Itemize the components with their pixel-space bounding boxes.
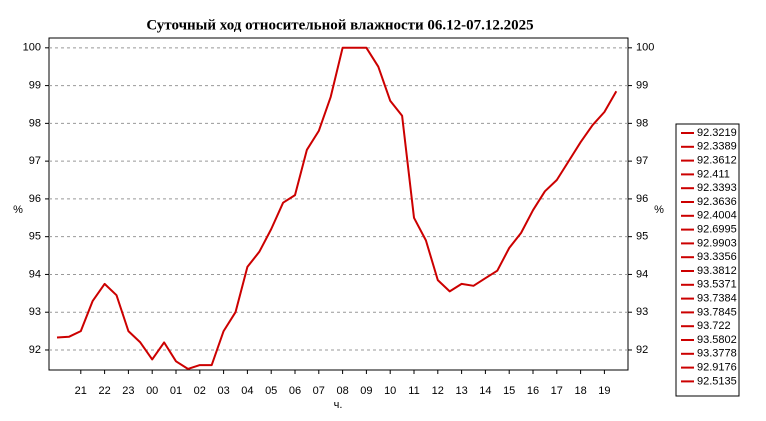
- data-line: [56, 46, 618, 370]
- legend-entry: 92.3612: [697, 155, 737, 167]
- y-tick-label: 99: [29, 79, 41, 91]
- x-tick-label: 08: [336, 385, 348, 397]
- legend-entry: 92.3393: [697, 182, 737, 194]
- x-tick-label: 06: [289, 385, 301, 397]
- legend-entry: 93.7384: [697, 293, 737, 305]
- y-tick-label: 95: [29, 231, 41, 243]
- y2-tick-label: 96: [636, 193, 648, 205]
- legend-entry: 93.5371: [697, 279, 737, 291]
- x-tick-label: 00: [146, 385, 158, 397]
- y2-tick-label: 100: [636, 42, 654, 54]
- x-tick-label: 14: [479, 385, 491, 397]
- legend-entry: 93.722: [697, 320, 731, 332]
- x-axis-label: ч.: [334, 399, 343, 411]
- x-tick-label: 04: [241, 385, 253, 397]
- x-tick-label: 13: [455, 385, 467, 397]
- legend-entry: 92.9176: [697, 362, 737, 374]
- legend-entry: 92.3219: [697, 127, 737, 139]
- legend-box: [675, 123, 740, 397]
- y2-tick-label: 95: [636, 231, 648, 243]
- legend-entry: 93.7845: [697, 306, 737, 318]
- chart-title: Суточный ход относительной влажности 06.…: [146, 17, 533, 33]
- legend-entry: 93.3356: [697, 251, 737, 263]
- y-axis-label: %: [13, 204, 23, 216]
- legend-entry: 92.411: [697, 168, 730, 180]
- x-tick-label: 12: [432, 385, 444, 397]
- y2-tick-label: 98: [636, 117, 648, 129]
- x-tick-label: 21: [75, 385, 87, 397]
- x-tick-label: 01: [170, 385, 182, 397]
- legend-entry: 93.3778: [697, 348, 737, 360]
- x-tick-label: 05: [265, 385, 277, 397]
- legend-entry: 93.3812: [697, 265, 737, 277]
- x-tick-label: 22: [98, 385, 110, 397]
- x-tick-label: 02: [194, 385, 206, 397]
- x-tick-label: 23: [122, 385, 134, 397]
- y-tick-label: 96: [29, 193, 41, 205]
- x-tick-label: 09: [360, 385, 372, 397]
- y2-tick-label: 94: [636, 268, 648, 280]
- legend-entry: 92.5135: [697, 375, 737, 387]
- x-tick-label: 10: [384, 385, 396, 397]
- x-tick-label: 11: [408, 385, 419, 397]
- y2-tick-label: 99: [636, 79, 648, 91]
- legend-entry: 92.3389: [697, 141, 737, 153]
- legend-entry: 92.4004: [697, 210, 737, 222]
- x-tick-label: 16: [527, 385, 539, 397]
- legend-entry: 93.5802: [697, 334, 737, 346]
- y2-tick-label: 93: [636, 306, 648, 318]
- x-tick-label: 18: [574, 385, 586, 397]
- x-tick-label: 17: [551, 385, 563, 397]
- x-tick-label: 07: [313, 385, 325, 397]
- legend-entry: 92.6995: [697, 224, 737, 236]
- plot-frame: [48, 37, 629, 371]
- y-tick-label: 97: [29, 155, 41, 167]
- y-tick-label: 100: [23, 42, 41, 54]
- y-tick-label: 93: [29, 306, 41, 318]
- legend-entry: 92.9903: [697, 237, 737, 249]
- x-tick-label: 19: [598, 385, 610, 397]
- y2-tick-label: 97: [636, 155, 648, 167]
- y2-tick-label: 92: [636, 344, 648, 356]
- y-tick-label: 98: [29, 117, 41, 129]
- y-tick-label: 92: [29, 344, 41, 356]
- x-tick-label: 15: [503, 385, 515, 397]
- legend-entry: 92.3636: [697, 196, 737, 208]
- y2-axis-label: %: [654, 204, 664, 216]
- y-tick-label: 94: [29, 268, 41, 280]
- x-tick-label: 03: [217, 385, 229, 397]
